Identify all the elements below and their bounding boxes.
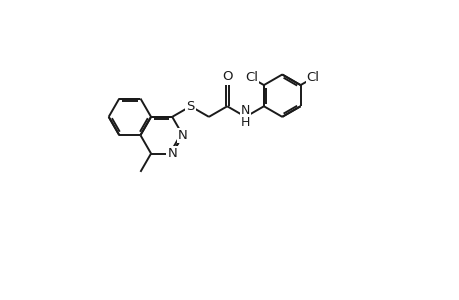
Text: N
H: N H [241,104,250,129]
Text: Cl: Cl [245,71,257,85]
Text: N: N [167,147,177,160]
Text: N: N [178,129,187,142]
Text: O: O [222,70,232,83]
Text: S: S [186,100,194,113]
Text: Cl: Cl [306,71,319,85]
